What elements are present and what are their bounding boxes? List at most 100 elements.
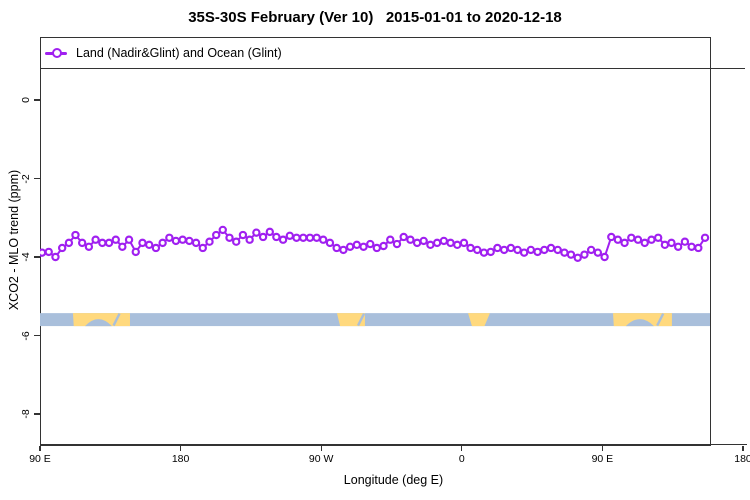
x-tick-label: 180: [734, 453, 750, 465]
data-point: [640, 238, 649, 248]
data-point: [660, 240, 670, 250]
data-point: [459, 238, 469, 248]
data-point: [77, 238, 87, 248]
data-point: [225, 233, 234, 242]
data-point: [573, 253, 582, 262]
data-point: [345, 242, 355, 251]
data-point: [131, 247, 140, 257]
data-point: [473, 245, 482, 255]
land-patch: [336, 313, 365, 327]
data-point: [680, 237, 690, 246]
data-point: [245, 235, 254, 244]
coast-slash: [656, 313, 665, 327]
x-tick-label: 90 E: [29, 453, 51, 465]
x-tick: [742, 446, 744, 451]
chart-canvas: [40, 225, 710, 327]
legend: Land (Nadir&Glint) and Ocean (Glint): [45, 44, 282, 62]
data-point: [84, 242, 94, 251]
data-point: [560, 248, 569, 257]
x-tick: [320, 446, 322, 451]
data-point: [218, 225, 227, 235]
data-point: [51, 252, 60, 262]
legend-marker-circle-icon: [51, 48, 62, 58]
data-point: [419, 236, 428, 246]
data-point: [667, 238, 676, 248]
y-tick-label: 0: [20, 97, 32, 103]
data-point: [312, 233, 321, 242]
coast-notch: [84, 319, 112, 327]
coast-notch: [625, 319, 654, 327]
data-point: [71, 230, 80, 240]
x-tick: [39, 446, 41, 451]
data-point: [292, 233, 301, 242]
data-point: [432, 238, 442, 248]
data-point: [252, 228, 261, 237]
data-point: [124, 235, 134, 244]
land-patch: [468, 313, 490, 327]
x-axis-line: [40, 443, 747, 446]
y-tick-label: -8: [20, 409, 32, 419]
data-point: [372, 243, 382, 253]
data-point: [479, 248, 489, 257]
data-point: [620, 238, 629, 248]
data-point: [198, 243, 207, 253]
data-point: [519, 248, 529, 257]
data-point: [332, 243, 341, 253]
data-point: [165, 233, 174, 242]
data-point: [205, 237, 214, 246]
legend-marker: [45, 44, 67, 62]
data-point: [600, 252, 609, 262]
legend-divider: [40, 68, 745, 70]
data-point: [526, 245, 536, 255]
data-point: [238, 230, 248, 240]
data-point: [586, 245, 596, 255]
data-point: [580, 250, 589, 259]
y-axis-label: XCO2 - MLO trend (ppm): [7, 169, 21, 311]
data-point: [118, 242, 127, 251]
data-point: [513, 245, 522, 255]
y-tick: [34, 99, 40, 101]
y-tick: [34, 413, 40, 415]
plot-box: [40, 37, 711, 446]
data-point: [399, 232, 408, 242]
data-point: [694, 243, 703, 253]
data-point: [426, 240, 435, 250]
data-point: [138, 238, 147, 248]
data-point: [325, 238, 335, 248]
data-point: [178, 235, 187, 244]
data-point: [91, 235, 100, 244]
data-point: [44, 247, 53, 257]
data-point: [151, 243, 161, 253]
data-point: [546, 243, 556, 253]
data-point: [158, 238, 167, 248]
legend-label: Land (Nadir&Glint) and Ocean (Glint): [76, 46, 282, 60]
x-tick-label: 0: [458, 453, 465, 465]
y-tick-label: -2: [20, 173, 32, 184]
coast-slash: [112, 313, 121, 327]
data-point: [687, 242, 696, 251]
plot-title: 35S-30S February (Ver 10) 2015-01-01 to …: [188, 9, 562, 26]
x-tick-label: 90 W: [308, 453, 334, 465]
data-point: [40, 248, 47, 257]
data-point: [453, 240, 462, 250]
data-point: [64, 238, 74, 248]
data-point: [104, 238, 114, 248]
data-point: [272, 232, 281, 242]
data-point: [446, 238, 455, 248]
data-point: [647, 235, 656, 244]
data-point: [278, 235, 288, 244]
data-point: [319, 235, 328, 244]
data-point: [57, 243, 67, 253]
data-point: [171, 236, 181, 246]
data-point: [593, 248, 603, 257]
data-point: [144, 240, 154, 250]
data-point: [111, 235, 120, 244]
data-point: [412, 238, 422, 248]
data-point: [653, 233, 663, 242]
data-point: [540, 245, 549, 255]
data-point: [673, 242, 683, 251]
y-tick-label: -4: [20, 252, 32, 262]
x-tick: [461, 446, 463, 451]
data-point: [258, 232, 268, 242]
